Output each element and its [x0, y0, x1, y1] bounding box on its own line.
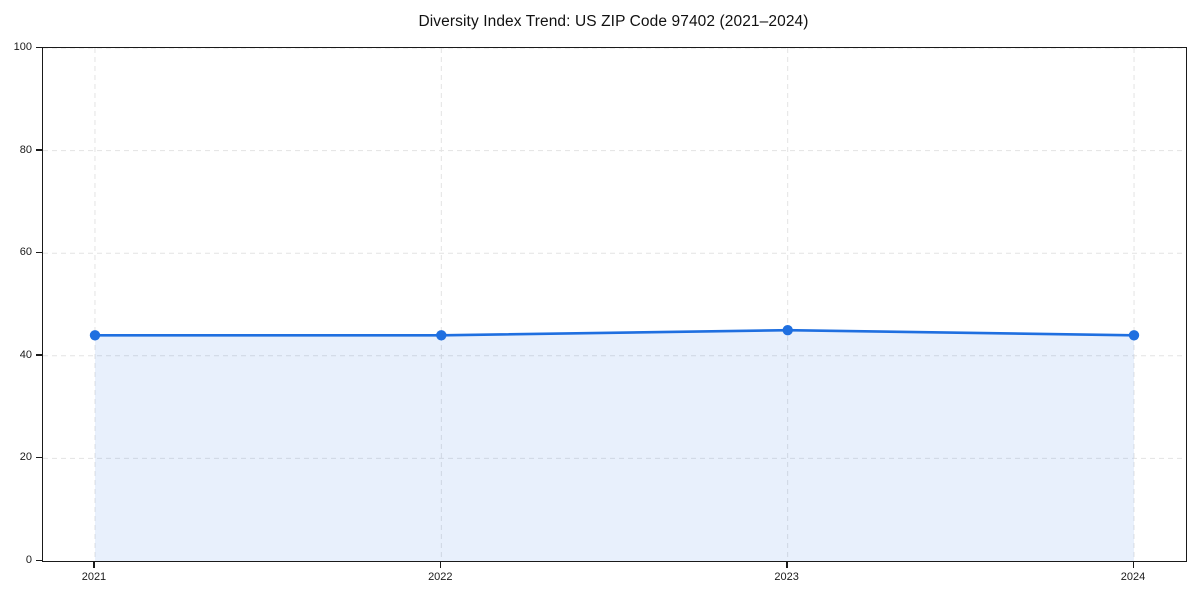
plot-area [42, 47, 1187, 562]
x-axis-tick-label: 2024 [1120, 571, 1146, 583]
x-axis-tick-mark [439, 561, 442, 568]
y-axis-tick-mark [36, 354, 42, 356]
data-point-marker [782, 325, 793, 336]
data-point-marker [89, 330, 101, 341]
y-axis-tick-label: 40 [19, 348, 32, 361]
x-axis-tick-label: 2023 [774, 571, 799, 583]
y-axis-tick-mark [36, 46, 42, 48]
y-axis-tick-label: 20 [19, 451, 32, 464]
data-point-marker [1128, 330, 1140, 341]
series-area-fill [95, 330, 1134, 561]
y-axis-tick-label: 0 [25, 554, 32, 566]
chart-title: Diversity Index Trend: US ZIP Code 97402… [418, 13, 809, 30]
data-point-marker [436, 330, 447, 341]
y-axis-tick-label: 100 [13, 41, 32, 53]
y-axis-tick-label: 80 [19, 143, 32, 156]
x-axis-tick-label: 2021 [81, 571, 107, 583]
y-axis-tick-mark [36, 559, 42, 561]
x-axis-tick-mark [786, 561, 788, 568]
x-axis-tick-mark [1132, 561, 1135, 568]
chart-canvas [43, 48, 1186, 561]
x-axis-tick-mark [93, 561, 95, 568]
y-axis-tick-mark [36, 456, 42, 459]
y-axis-tick-label: 60 [19, 246, 32, 259]
series-line [93, 328, 1136, 337]
x-axis-tick-label: 2022 [428, 571, 453, 583]
y-axis-tick-mark [36, 149, 42, 151]
y-axis-tick-mark [36, 251, 42, 254]
